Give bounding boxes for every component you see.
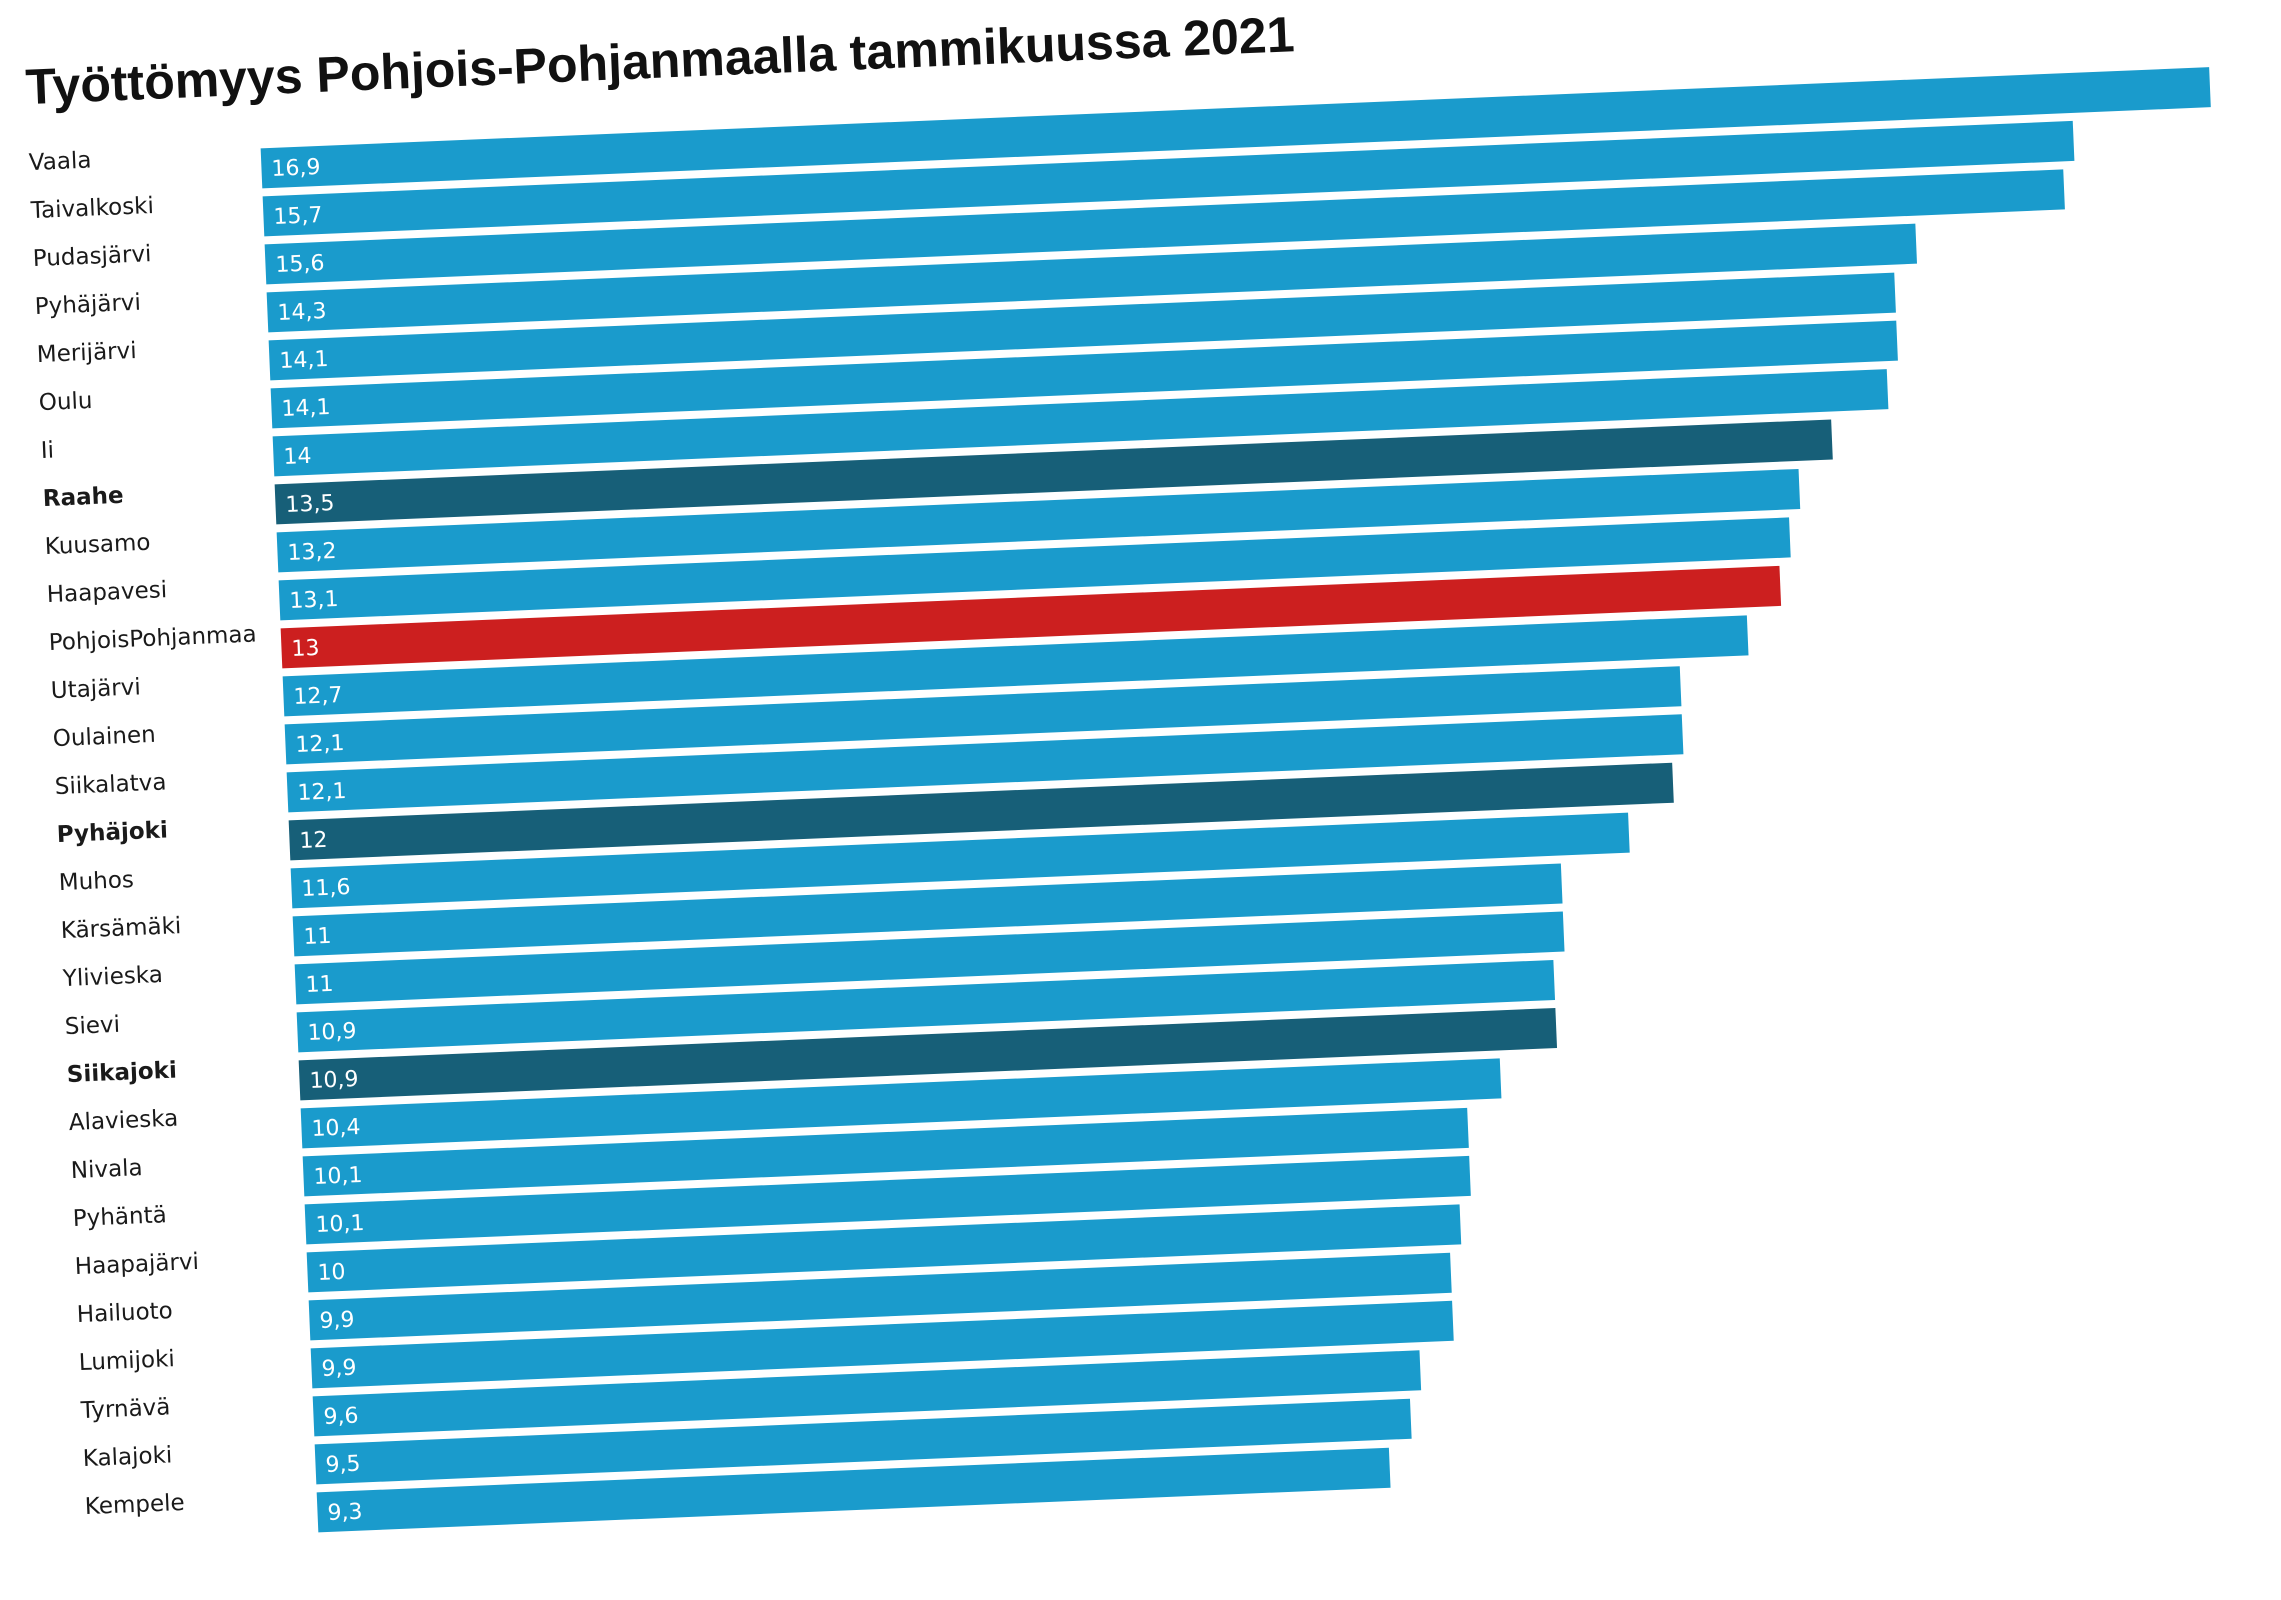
category-label: Muhos [58, 867, 134, 896]
category-label: Pyhäjoki [56, 817, 168, 848]
bar-hailuoto [308, 1252, 1452, 1341]
category-label: Haapavesi [46, 577, 167, 608]
bar-value-label: 10,9 [309, 1067, 359, 1094]
bar-pyhäntä [304, 1155, 1471, 1245]
chart-title: Työttömyys Pohjois-Pohjanmaalla tammikuu… [25, 6, 1296, 115]
bar-taivalkoski [262, 120, 2075, 237]
bar-raahe [274, 419, 1833, 525]
bar-pyhäjoki [288, 762, 1674, 861]
bar-value-label: 13,2 [287, 539, 337, 566]
bar-values-layer: 16,9 15,7 15,6 14,3 14,1 14,1 14 13,5 13,2 13,1 13… [271, 155, 365, 1526]
bar-value-label: 10,1 [313, 1163, 363, 1190]
bar-ylivieska [294, 911, 1565, 1005]
bar-value-label: 9,9 [319, 1308, 355, 1334]
bar-value-label: 12,7 [293, 683, 343, 710]
category-label: Siikalatva [54, 769, 167, 800]
bar-nivala [302, 1107, 1469, 1197]
category-label: Taivalkoski [29, 193, 154, 224]
bar-value-label: 14,1 [279, 347, 329, 374]
bar-pohjoispohjanmaa [280, 565, 1782, 669]
bar-value-label: 14,1 [281, 395, 331, 422]
category-label: Alavieska [68, 1106, 178, 1137]
bar-value-label: 12 [299, 828, 328, 854]
category-label: Kalajoki [82, 1442, 172, 1472]
category-label: Sievi [64, 1012, 120, 1040]
bar-kärsämäki [292, 863, 1563, 957]
bar-value-label: 15,7 [273, 203, 323, 230]
bar-value-label: 11,6 [301, 875, 351, 902]
bar-kalajoki [314, 1398, 1412, 1485]
bar-value-label: 16,9 [271, 155, 321, 182]
bar-value-label: 10,1 [315, 1211, 365, 1238]
category-labels-layer: Vaala Taivalkoski Pudasjärvi Pyhäjärvi Merij… [28, 147, 257, 1520]
category-label: Hailuoto [76, 1298, 173, 1328]
bar-value-label: 13,1 [289, 587, 339, 614]
category-label: Ylivieska [61, 962, 163, 992]
bars-layer [260, 67, 2211, 1533]
category-label: Vaala [28, 147, 92, 176]
category-label: Pudasjärvi [32, 241, 152, 272]
bar-muhos [290, 812, 1630, 909]
bar-value-label: 9,6 [323, 1404, 359, 1430]
bar-value-label: 13 [291, 636, 320, 662]
bar-merijärvi [268, 272, 1896, 381]
bar-haapavesi [278, 517, 1791, 621]
bar-tyrnävä [312, 1350, 1422, 1437]
category-label: Raahe [42, 483, 124, 512]
category-label: Kempele [84, 1490, 185, 1520]
bar-value-label: 15,6 [275, 251, 325, 278]
category-label: Oulainen [52, 722, 156, 752]
bar-value-label: 10,4 [311, 1115, 361, 1142]
bar-oulainen [284, 666, 1682, 765]
bar-value-label: 10,9 [307, 1019, 357, 1046]
category-label: Ii [40, 438, 54, 465]
bar-value-label: 11 [303, 924, 332, 950]
category-label: Lumijoki [78, 1346, 175, 1376]
category-label: Siikajoki [66, 1058, 177, 1089]
category-label: Pyhäjärvi [34, 290, 141, 320]
bar-value-label: 11 [305, 972, 334, 998]
bar-value-label: 12,1 [297, 779, 347, 806]
category-label: Pyhäntä [72, 1202, 167, 1232]
bar-haapajärvi [306, 1204, 1462, 1293]
bar-lumijoki [310, 1300, 1454, 1389]
category-label: Oulu [38, 388, 93, 416]
chart-stage: Työttömyys Pohjois-Pohjanmaalla tammikuu… [25, 6, 2211, 1533]
category-label: Haapajärvi [74, 1249, 199, 1280]
bar-value-label: 12,1 [295, 731, 345, 758]
bar-oulu [270, 320, 1898, 429]
bar-value-label: 14 [283, 444, 312, 470]
bar-vaala [260, 67, 2211, 189]
bar-pyhäjärvi [266, 223, 1918, 333]
category-label: Tyrnävä [79, 1394, 171, 1424]
bar-pudasjärvi [264, 169, 2065, 285]
bar-utajärvi [282, 615, 1749, 717]
category-label: Merijärvi [36, 338, 137, 368]
category-label: Nivala [70, 1155, 143, 1184]
bar-siikalatva [286, 714, 1684, 813]
bar-ii [272, 369, 1889, 477]
bar-value-label: 13,5 [285, 491, 335, 518]
category-label: Kärsämäki [60, 913, 181, 944]
bar-kuusamo [276, 468, 1801, 573]
category-label: Kuusamo [44, 530, 151, 560]
bar-value-label: 9,3 [327, 1500, 363, 1526]
bar-value-label: 14,3 [277, 299, 327, 326]
bar-value-label: 9,9 [321, 1356, 357, 1382]
bar-value-label: 9,5 [325, 1452, 361, 1478]
bar-value-label: 10 [317, 1260, 346, 1286]
bar-siikajoki [298, 1008, 1558, 1101]
category-label: Utajärvi [50, 674, 141, 704]
category-label: PohjoisPohjanmaa [48, 621, 257, 656]
bar-alavieska [300, 1058, 1502, 1149]
bar-kempele [316, 1447, 1391, 1533]
bar-sievi [296, 960, 1556, 1053]
